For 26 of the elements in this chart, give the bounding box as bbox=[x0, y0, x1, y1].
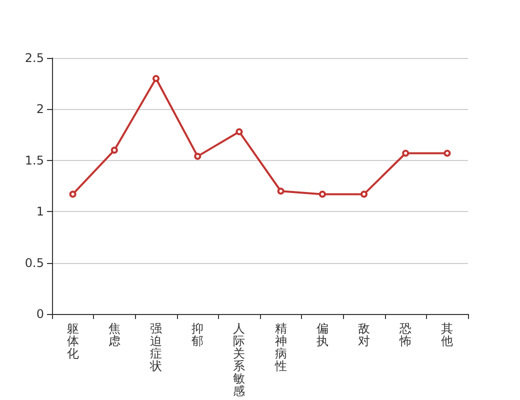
point bbox=[236, 128, 243, 136]
x-tick-label: 其他 bbox=[441, 321, 454, 348]
point bbox=[318, 190, 326, 198]
point bbox=[277, 188, 284, 195]
x-tick-label: 偏执 bbox=[316, 321, 328, 348]
point bbox=[360, 190, 368, 198]
y-tick-label: 0 bbox=[36, 307, 44, 321]
x-tick-label: 焦虑 bbox=[108, 321, 120, 348]
x-tick-label: 抑郁 bbox=[192, 321, 204, 348]
x-tick-label: 人际关系敏感 bbox=[233, 321, 246, 398]
y-tick-label: 2.5 bbox=[24, 51, 44, 65]
x-tick-label: 强迫症状 bbox=[149, 321, 162, 373]
x-tick-label: 躯体化 bbox=[66, 321, 79, 360]
x-tick-label: 敌对 bbox=[358, 321, 370, 348]
x-tick-label: 恐怖 bbox=[398, 321, 412, 348]
y-tick-label: 0.5 bbox=[24, 256, 44, 270]
point bbox=[69, 190, 76, 198]
point bbox=[152, 74, 160, 82]
point bbox=[444, 150, 451, 157]
x-tick-label: 精神病性 bbox=[274, 321, 287, 373]
point bbox=[194, 152, 202, 160]
y-tick-label: 1 bbox=[36, 204, 44, 219]
point bbox=[402, 150, 410, 157]
point bbox=[110, 146, 118, 154]
y-tick-label: 1.5 bbox=[24, 153, 44, 168]
y-tick-label: 2 bbox=[36, 102, 44, 116]
